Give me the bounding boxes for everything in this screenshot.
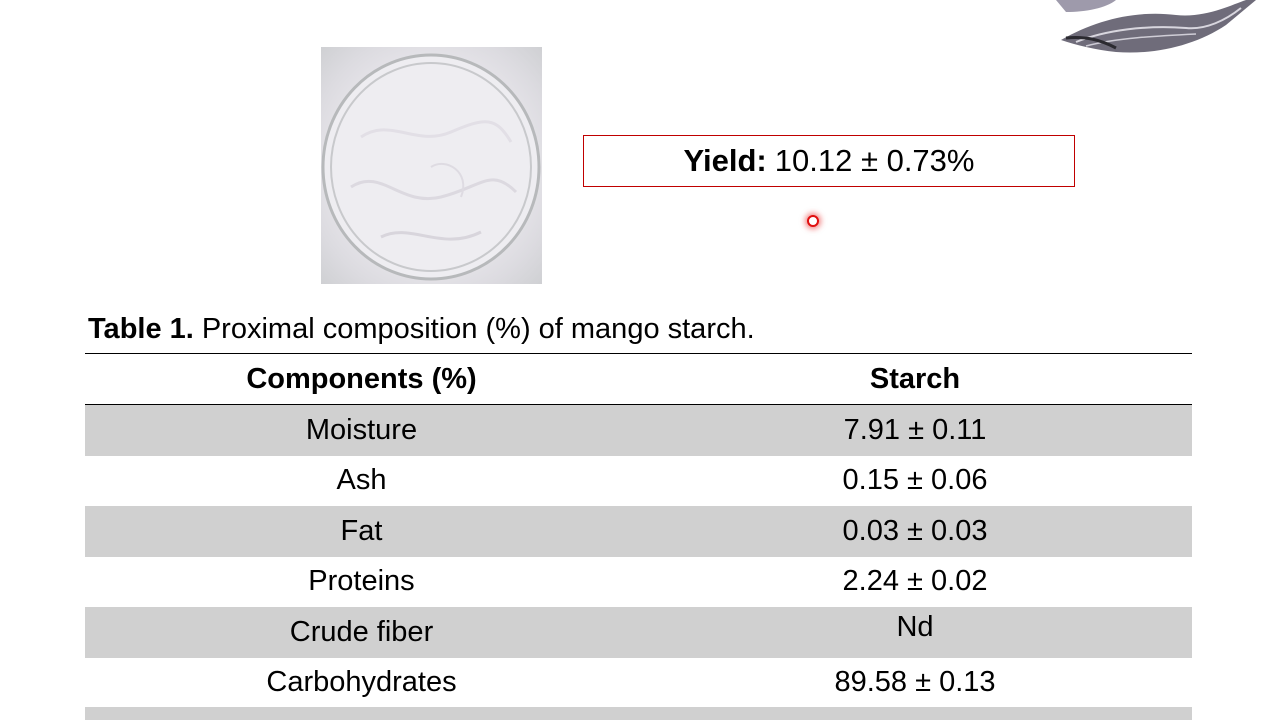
starch-petri-dish-photo	[321, 47, 542, 284]
component-cell: Carbohydrates	[266, 666, 457, 699]
component-cell: Crude fiber	[289, 615, 434, 648]
yield-label: Yield:	[683, 143, 767, 178]
starch-value-cell: 89.58 ± 0.13	[834, 666, 996, 699]
table-caption: Table 1. Proximal composition (%) of mang…	[88, 313, 755, 346]
table-caption-text: Proximal composition (%) of mango starch…	[201, 313, 755, 345]
yield-value: 10.12 ± 0.73%	[774, 143, 975, 178]
starch-value-cell: Nd	[896, 610, 934, 643]
component-cell: Fat	[340, 514, 383, 547]
yield-box: Yield: 10.12 ± 0.73%	[583, 135, 1075, 187]
component-cell: Proteins	[308, 565, 415, 598]
starch-value-cell: 2.24 ± 0.02	[842, 565, 988, 598]
corner-fiber-decoration	[1056, 0, 1256, 62]
table-row: Carbohydrates 89.58 ± 0.13	[85, 658, 1192, 709]
column-header-starch: Starch	[869, 362, 961, 395]
starch-value-cell: 7.91 ± 0.11	[843, 413, 987, 446]
table-header-row: Components (%) Starch	[85, 354, 1192, 405]
laser-pointer-cursor	[807, 215, 819, 227]
component-cell: Ash	[336, 464, 387, 497]
table-row-partial	[85, 707, 1192, 720]
table-row: Crude fiber Nd	[85, 607, 1192, 658]
table-caption-label: Table 1.	[88, 313, 194, 345]
table-row: Ash 0.15 ± 0.06	[85, 456, 1192, 507]
table-row: Proteins 2.24 ± 0.02	[85, 557, 1192, 608]
composition-table: Components (%) Starch Moisture 7.91 ± 0.…	[85, 353, 1192, 708]
column-header-components: Components (%)	[246, 362, 477, 395]
table-row: Fat 0.03 ± 0.03	[85, 506, 1192, 557]
petri-dish-illustration	[321, 53, 541, 281]
component-cell: Moisture	[305, 413, 418, 446]
starch-value-cell: 0.03 ± 0.03	[842, 514, 988, 547]
starch-value-cell: 0.15 ± 0.06	[842, 464, 988, 497]
table-row: Moisture 7.91 ± 0.11	[85, 405, 1192, 456]
